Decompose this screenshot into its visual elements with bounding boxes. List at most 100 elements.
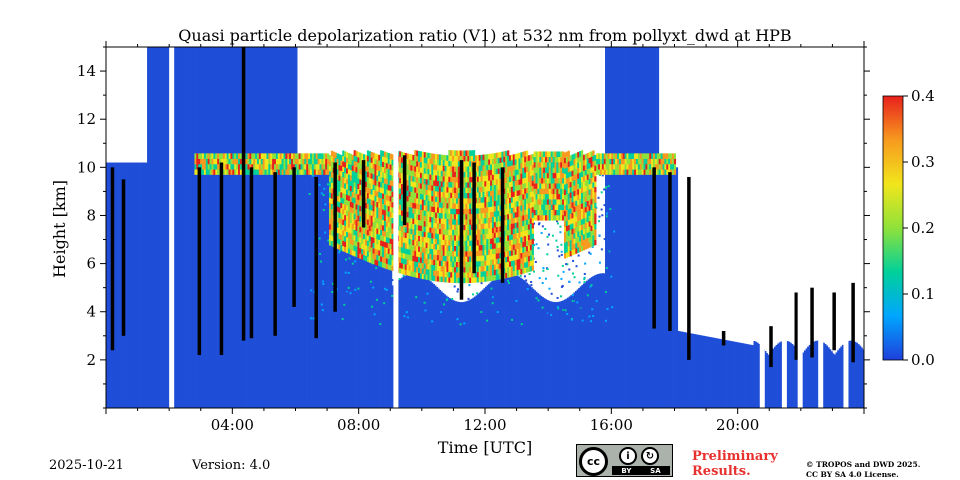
aerosol-column: [614, 47, 617, 408]
aerosol-column: [579, 286, 582, 408]
cirrus-cell: [450, 277, 453, 283]
aerosol-column: [434, 285, 437, 408]
cirrus-cell: [518, 237, 521, 244]
cirrus-cell: [571, 223, 574, 229]
cirrus-cell: [408, 212, 411, 218]
cirrus-cell: [382, 166, 385, 173]
speckle-dot: [538, 223, 541, 226]
aerosol-column: [205, 47, 208, 408]
cirrus-cell: [491, 174, 495, 181]
cirrus-cell: [253, 163, 256, 170]
cirrus-cell: [457, 187, 461, 194]
cirrus-cell: [342, 177, 345, 183]
cirrus-cell: [438, 159, 442, 166]
aerosol-column: [398, 279, 401, 408]
cirrus-cell: [666, 153, 669, 159]
cirrus-cell: [609, 153, 612, 159]
aerosol-column: [383, 220, 386, 408]
cirrus-cell: [457, 166, 461, 172]
cirrus-cell: [510, 255, 514, 261]
cirrus-cell: [217, 158, 220, 165]
speckle-dot: [510, 297, 513, 300]
cirrus-cell: [573, 238, 576, 244]
cirrus-cell: [340, 176, 343, 182]
cirrus-cell: [213, 169, 216, 175]
cirrus-cell: [340, 154, 343, 161]
cirrus-cell: [639, 158, 642, 165]
cirrus-cell: [423, 247, 426, 254]
cirrus-cell: [372, 242, 375, 249]
cirrus-cell: [471, 187, 474, 193]
speckle-dot: [545, 311, 548, 314]
aerosol-column: [263, 47, 266, 408]
cirrus-cell: [418, 262, 421, 268]
cirrus-cell: [476, 266, 479, 272]
cirrus-cell: [497, 242, 500, 248]
cirrus-cell: [529, 223, 533, 230]
cirrus-cell: [361, 248, 364, 255]
cirrus-cell: [471, 150, 474, 156]
cirrus-cell: [469, 187, 472, 193]
aerosol-column: [829, 349, 832, 408]
cirrus-cell: [581, 240, 584, 246]
cirrus-cell: [482, 239, 485, 245]
cirrus-cell: [516, 248, 519, 255]
cirrus-cell: [412, 271, 415, 278]
cirrus-cell: [344, 199, 347, 205]
cirrus-cell: [418, 188, 421, 194]
cirrus-cell: [440, 186, 443, 193]
cc-sa-label: SA: [650, 466, 661, 475]
cirrus-cell: [205, 158, 208, 165]
cirrus-cell: [463, 203, 466, 210]
cirrus-cell: [476, 208, 479, 214]
cirrus-cell: [488, 217, 491, 224]
cirrus-cell: [433, 227, 436, 234]
cirrus-cell: [399, 167, 402, 173]
cirrus-cell: [459, 150, 462, 157]
cirrus-cell: [215, 163, 218, 170]
cirrus-cell: [491, 243, 495, 249]
aerosol-column: [718, 338, 721, 408]
cirrus-cell: [546, 151, 550, 158]
cirrus-cell: [560, 193, 563, 200]
cirrus-cell: [429, 200, 432, 207]
cirrus-cell: [563, 152, 567, 158]
cirrus-cell: [539, 214, 542, 221]
speckle-dot: [559, 225, 562, 228]
cirrus-cell: [385, 157, 389, 164]
aerosol-column: [530, 287, 533, 408]
cirrus-cell: [482, 228, 485, 235]
cirrus-cell: [565, 220, 569, 226]
aerosol-column: [644, 47, 647, 408]
cirrus-cell: [347, 195, 351, 202]
cirrus-cell: [546, 172, 550, 179]
aerosol-column: [802, 352, 805, 408]
cirrus-cell: [399, 161, 402, 168]
speckle-dot: [491, 296, 494, 299]
cirrus-cell: [416, 251, 419, 257]
cirrus-cell: [478, 255, 481, 262]
cirrus-cell: [471, 176, 474, 183]
cirrus-cell: [346, 173, 349, 179]
cirrus-cell: [493, 253, 497, 260]
cirrus-cell: [571, 191, 574, 198]
cirrus-cell: [556, 209, 559, 216]
cirrus-cell: [429, 184, 432, 191]
cirrus-cell: [615, 169, 618, 175]
cirrus-cell: [499, 173, 502, 179]
cirrus-cell: [499, 178, 502, 185]
cirrus-cell: [209, 158, 212, 165]
cirrus-cell: [196, 169, 199, 175]
cirrus-cell: [446, 213, 449, 220]
cirrus-cell: [493, 264, 497, 270]
cirrus-cell: [349, 249, 353, 255]
cirrus-cell: [247, 158, 250, 165]
cirrus-cell: [482, 212, 485, 219]
data-gaps: [169, 47, 849, 408]
aerosol-column: [459, 302, 462, 408]
cirrus-cell: [450, 245, 453, 252]
cirrus-cell: [529, 202, 533, 208]
cirrus-cell: [410, 159, 413, 166]
cirrus-cell: [529, 228, 533, 235]
cirrus-cell: [537, 162, 540, 168]
